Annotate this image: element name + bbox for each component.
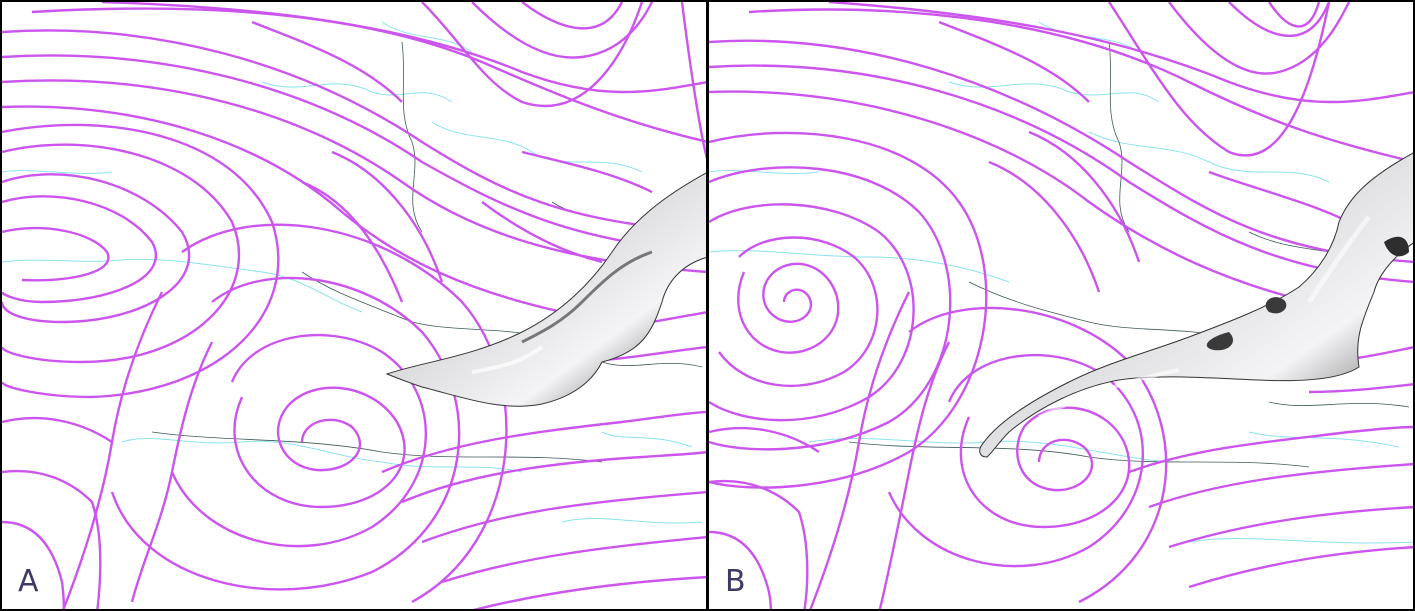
coastline-lines — [2, 21, 703, 524]
panel-label-a: A — [18, 564, 39, 599]
panel-label-b: B — [725, 564, 746, 599]
panel-a-map — [2, 2, 706, 609]
panel-a: A — [0, 0, 708, 611]
streamlines — [2, 2, 706, 609]
panel-b: B — [707, 0, 1415, 611]
panel-b-map — [709, 2, 1413, 609]
isosurface — [385, 172, 706, 407]
isosurface — [979, 152, 1413, 458]
border-lines — [848, 41, 1410, 468]
streamlines — [709, 2, 1413, 609]
